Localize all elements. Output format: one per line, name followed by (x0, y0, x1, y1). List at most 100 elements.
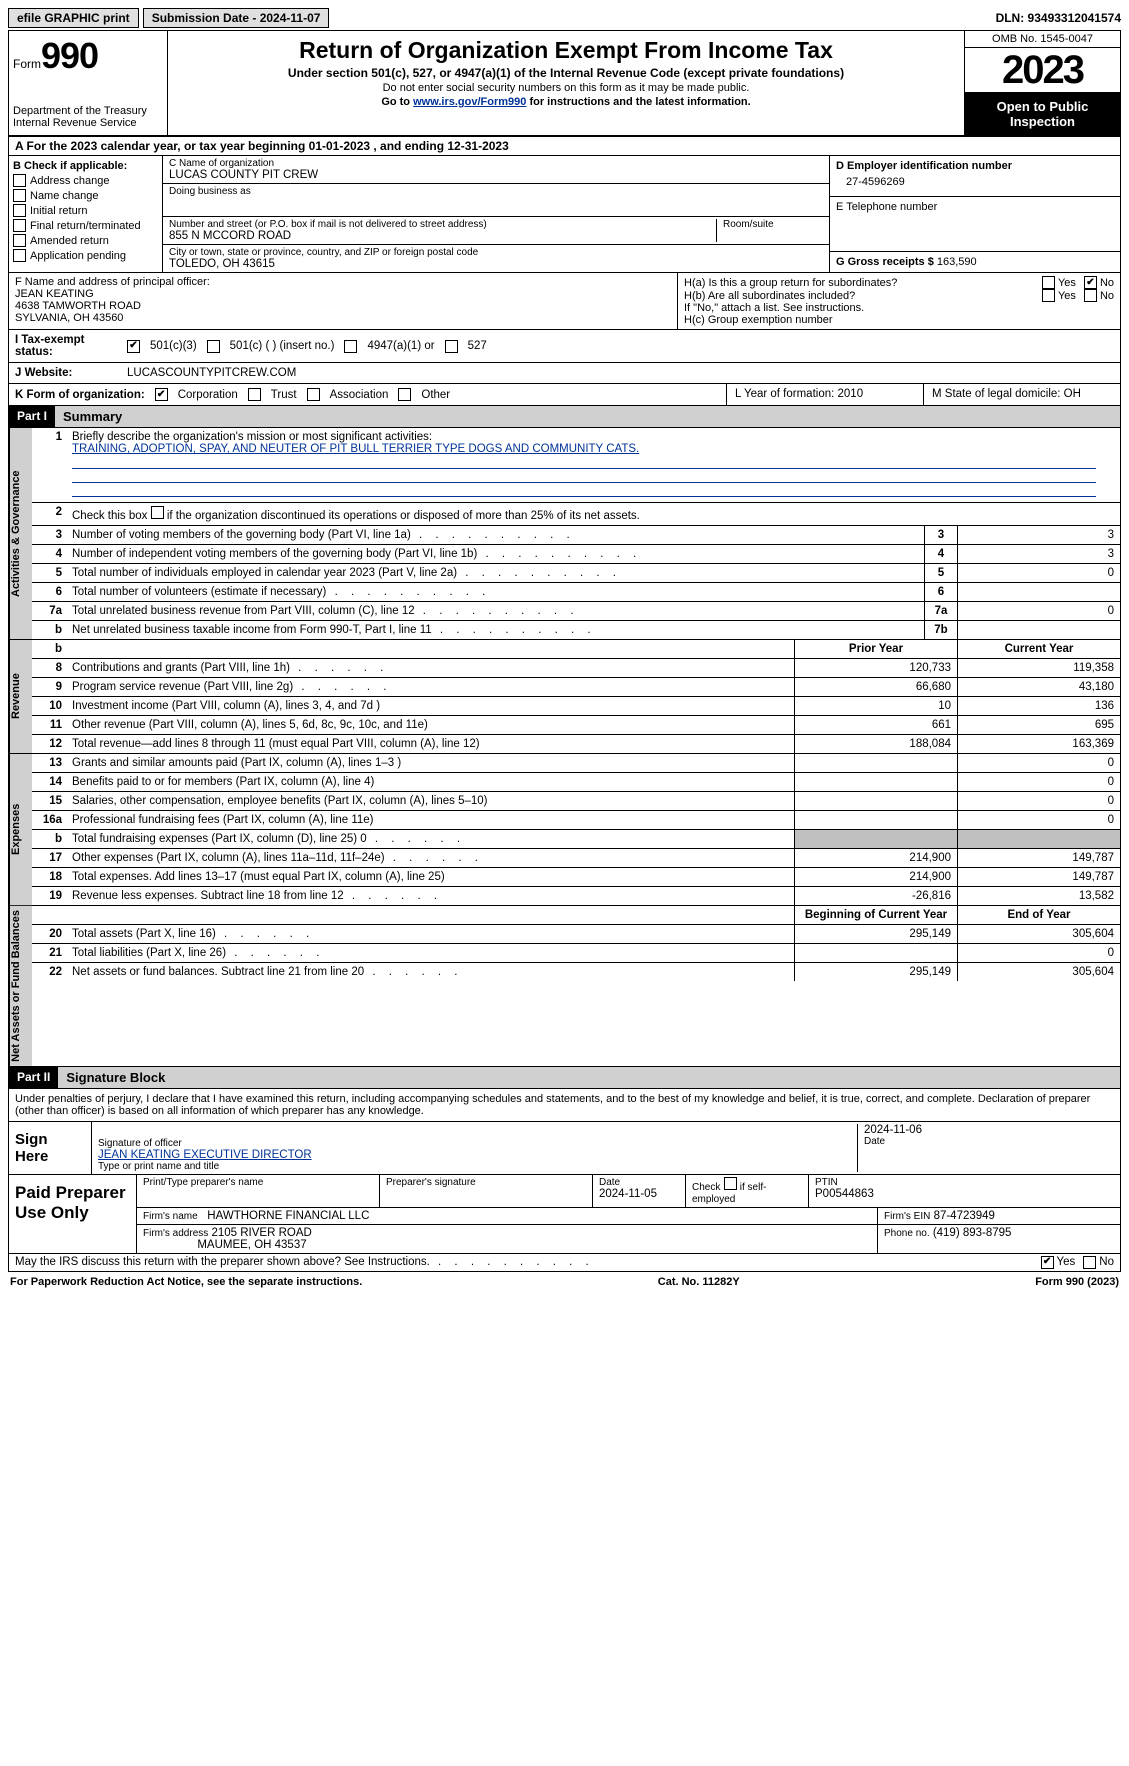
cb-final-return[interactable] (13, 219, 26, 232)
dln-label: DLN: 93493312041574 (996, 11, 1121, 25)
header-beg: Beginning of Current Year (794, 906, 957, 924)
cb-4947[interactable] (344, 340, 357, 353)
org-address: 855 N MCCORD ROAD (169, 230, 716, 242)
ha-no: No (1100, 277, 1114, 289)
opt-final: Final return/terminated (30, 220, 141, 232)
line2-suffix: if the organization discontinued its ope… (164, 510, 640, 522)
part1-title: Summary (55, 406, 1120, 427)
ha-label: H(a) Is this a group return for subordin… (684, 277, 1034, 289)
summary-line: 3Number of voting members of the governi… (32, 526, 1120, 545)
cb-hb-no[interactable] (1084, 289, 1097, 302)
summary-line: 18Total expenses. Add lines 13–17 (must … (32, 868, 1120, 887)
prep-h3: Date (599, 1177, 679, 1188)
top-bar: efile GRAPHIC print Submission Date - 20… (8, 8, 1121, 28)
cb-address-change[interactable] (13, 174, 26, 187)
summary-line: bTotal fundraising expenses (Part IX, co… (32, 830, 1120, 849)
discuss-yes: Yes (1057, 1256, 1076, 1268)
phone-label: E Telephone number (836, 201, 937, 213)
cb-other[interactable] (398, 388, 411, 401)
website-row: J Website: LUCASCOUNTYPITCREW.COM (8, 363, 1121, 384)
cb-discuss-yes[interactable] (1041, 1256, 1054, 1269)
netassets-section: Net Assets or Fund Balances Beginning of… (8, 906, 1121, 1067)
firm-addr1: 2105 RIVER ROAD (211, 1227, 311, 1239)
opt-address-change: Address change (30, 175, 110, 187)
gross-value: 163,590 (937, 256, 977, 268)
summary-line: 20Total assets (Part X, line 16)295,1493… (32, 925, 1120, 944)
opt-assoc: Association (330, 389, 389, 401)
opt-initial: Initial return (30, 205, 87, 217)
firm-addr2: MAUMEE, OH 43537 (197, 1239, 306, 1251)
ha-yes: Yes (1058, 277, 1076, 289)
inspection-label: Open to Public Inspection (965, 93, 1120, 135)
cb-corp[interactable] (155, 388, 168, 401)
hb-yes: Yes (1058, 290, 1076, 302)
form-header: Form990 Department of the Treasury Inter… (9, 31, 1120, 136)
year-formation: L Year of formation: 2010 (726, 384, 923, 405)
opt-amended: Amended return (30, 235, 109, 247)
gross-label: G Gross receipts $ (836, 256, 934, 268)
summary-line: 10Investment income (Part VIII, column (… (32, 697, 1120, 716)
summary-line: 15Salaries, other compensation, employee… (32, 792, 1120, 811)
firm-phone: (419) 893-8795 (933, 1227, 1012, 1239)
goto-suffix: for instructions and the latest informat… (526, 96, 750, 108)
room-label: Room/suite (723, 219, 823, 230)
summary-line: 12Total revenue—add lines 8 through 11 (… (32, 735, 1120, 753)
cb-discontinued[interactable] (151, 506, 164, 519)
sig-date-label: Date (864, 1136, 1114, 1147)
line2-text: Check this box (72, 510, 151, 522)
officer-block: F Name and address of principal officer:… (8, 273, 1121, 330)
cb-discuss-no[interactable] (1083, 1256, 1096, 1269)
cb-name-change[interactable] (13, 189, 26, 202)
cb-self-employed[interactable] (724, 1177, 737, 1190)
ssn-note: Do not enter social security numbers on … (172, 82, 960, 94)
cb-assoc[interactable] (307, 388, 320, 401)
summary-line: 17Other expenses (Part IX, column (A), l… (32, 849, 1120, 868)
opt-trust: Trust (271, 389, 297, 401)
page-footer: For Paperwork Reduction Act Notice, see … (8, 1272, 1121, 1292)
ein-label: D Employer identification number (836, 160, 1012, 172)
footer-ra: Form (1035, 1276, 1066, 1288)
officer-addr2: SYLVANIA, OH 43560 (15, 312, 671, 324)
efile-print-button[interactable]: efile GRAPHIC print (8, 8, 139, 28)
signature-block: Under penalties of perjury, I declare th… (8, 1089, 1121, 1272)
cb-trust[interactable] (248, 388, 261, 401)
dba-label: Doing business as (169, 186, 823, 197)
summary-line: 19Revenue less expenses. Subtract line 1… (32, 887, 1120, 905)
cb-app-pending[interactable] (13, 249, 26, 262)
korg-label: K Form of organization: (15, 389, 145, 401)
opt-name-change: Name change (30, 190, 99, 202)
cb-initial-return[interactable] (13, 204, 26, 217)
form-title: Return of Organization Exempt From Incom… (172, 37, 960, 64)
part1-num: Part I (9, 406, 55, 427)
submission-date: Submission Date - 2024-11-07 (143, 8, 330, 28)
preparer-label: Paid Preparer Use Only (9, 1175, 137, 1253)
sign-here-label: Sign Here (9, 1122, 92, 1174)
cb-501c[interactable] (207, 340, 220, 353)
name-label: C Name of organization (169, 158, 823, 169)
prep-h4a: Check (692, 1182, 720, 1193)
cb-amended[interactable] (13, 234, 26, 247)
irs-link[interactable]: www.irs.gov/Form990 (413, 96, 526, 108)
state-domicile: M State of legal domicile: OH (923, 384, 1120, 405)
declaration-text: Under penalties of perjury, I declare th… (9, 1089, 1120, 1121)
header-end: End of Year (957, 906, 1120, 924)
hb-no: No (1100, 290, 1114, 302)
sig-officer-name: JEAN KEATING EXECUTIVE DIRECTOR (98, 1149, 857, 1161)
part2-num: Part II (9, 1067, 58, 1088)
dept-label: Department of the Treasury Internal Reve… (13, 105, 163, 129)
officer-name: JEAN KEATING (15, 288, 671, 300)
org-name: LUCAS COUNTY PIT CREW (169, 169, 823, 181)
sig-date-value: 2024-11-06 (864, 1124, 1114, 1136)
mission-text: TRAINING, ADOPTION, SPAY, AND NEUTER OF … (72, 443, 639, 455)
entity-block: B Check if applicable: Address change Na… (8, 156, 1121, 273)
cb-ha-no[interactable] (1084, 276, 1097, 289)
cb-ha-yes[interactable] (1042, 276, 1055, 289)
cb-527[interactable] (445, 340, 458, 353)
officer-label: F Name and address of principal officer: (15, 276, 671, 288)
footer-rb: 990 (1066, 1276, 1084, 1288)
cb-hb-yes[interactable] (1042, 289, 1055, 302)
firm-addr-label: Firm's address (143, 1228, 208, 1239)
opt-4947: 4947(a)(1) or (367, 340, 434, 352)
cb-501c3[interactable] (127, 340, 140, 353)
summary-line: 22Net assets or fund balances. Subtract … (32, 963, 1120, 981)
